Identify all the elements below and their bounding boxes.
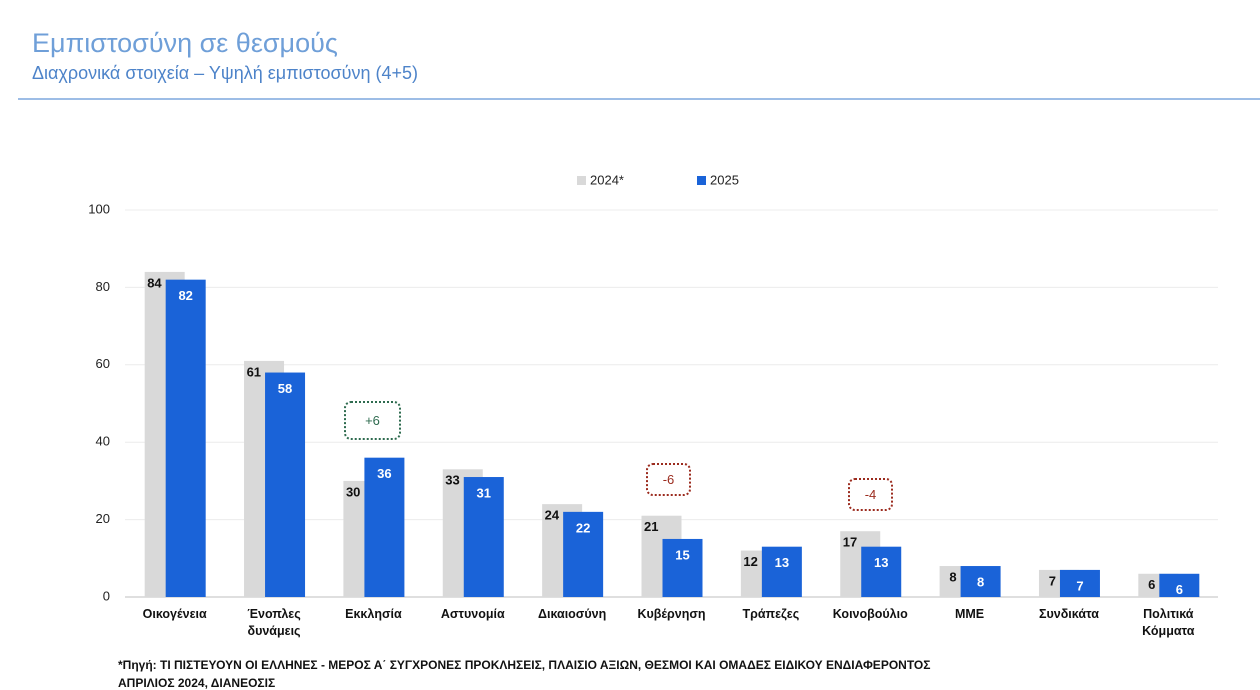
y-tick-label: 0: [103, 588, 110, 603]
value-label: 6: [1176, 582, 1183, 597]
legend-label: 2025: [710, 172, 739, 187]
value-label: 7: [1049, 573, 1056, 588]
value-label: 61: [247, 364, 261, 379]
bar: [1059, 569, 1100, 597]
x-tick-label: Αστυνομία: [440, 607, 505, 621]
value-label: 36: [377, 466, 391, 481]
value-label: 22: [576, 520, 590, 535]
x-tick-label: Δικαιοσύνη: [538, 607, 607, 621]
value-label: 7: [1076, 578, 1083, 593]
annotation-box: [344, 401, 401, 440]
y-tick-label: 20: [96, 511, 110, 526]
annotation: -4: [865, 487, 877, 502]
legend-swatch: [697, 176, 706, 185]
footnote: ΑΠΡΙΛΙΟΣ 2024, ΔΙΑΝΕΟΣΙΣ: [118, 676, 276, 690]
value-label: 30: [346, 484, 360, 499]
divider: [18, 98, 1260, 100]
bar: [563, 511, 604, 597]
value-label: 84: [147, 275, 162, 290]
subtitle: Διαχρονικά στοιχεία – Υψηλή εμπιστοσύνη …: [32, 63, 418, 83]
value-label: 8: [977, 574, 984, 589]
x-tick-label: Οικογένεια: [142, 607, 207, 621]
x-tick-label: Κοινοβούλιο: [832, 607, 908, 621]
value-label: 12: [743, 554, 757, 569]
annotation-box: [646, 463, 691, 496]
value-label: 6: [1148, 577, 1155, 592]
x-tick-label: Ένοπλες δυνάμεις: [247, 607, 301, 638]
value-label: 8: [949, 569, 956, 584]
title: Εμπιστοσύνη σε θεσμούς: [32, 28, 338, 58]
annotation: -6: [663, 472, 675, 487]
bar: [265, 372, 306, 597]
legend-swatch: [577, 176, 586, 185]
bar: [960, 566, 1001, 597]
annotation: +6: [365, 413, 380, 428]
y-tick-label: 40: [96, 434, 110, 449]
bar: [364, 457, 405, 597]
bar: [463, 477, 504, 597]
y-tick-label: 100: [88, 201, 110, 216]
y-tick-label: 80: [96, 279, 110, 294]
annotation-box: [848, 478, 893, 511]
x-tick-label: Συνδικάτα: [1038, 607, 1099, 621]
x-tick-label: Πολιτικά Κόμματα: [1142, 607, 1195, 638]
bar: [165, 279, 206, 597]
value-label: 24: [545, 508, 560, 523]
value-label: 31: [477, 485, 491, 500]
x-tick-label: Τράπεζες: [742, 607, 800, 621]
value-label: 58: [278, 381, 292, 396]
y-tick-label: 60: [96, 356, 110, 371]
value-label: 15: [675, 547, 689, 562]
x-tick-label: Εκκλησία: [345, 607, 402, 621]
value-label: 82: [178, 288, 192, 303]
value-label: 21: [644, 519, 658, 534]
x-tick-label: ΜΜΕ: [954, 607, 985, 621]
bar: [861, 546, 902, 597]
bar: [662, 538, 703, 597]
x-tick-label: Κυβέρνηση: [637, 607, 706, 621]
value-label: 17: [843, 535, 857, 550]
value-label: 13: [874, 555, 888, 570]
legend-label: 2024*: [590, 172, 624, 187]
bar: [761, 546, 802, 597]
footnote: *Πηγή: ΤΙ ΠΙΣΤΕΥΟΥΝ ΟΙ ΕΛΛΗΝΕΣ - ΜΕΡΟΣ Α…: [118, 658, 931, 672]
bar: [1159, 573, 1200, 597]
value-label: 13: [775, 555, 789, 570]
value-label: 33: [445, 473, 459, 488]
